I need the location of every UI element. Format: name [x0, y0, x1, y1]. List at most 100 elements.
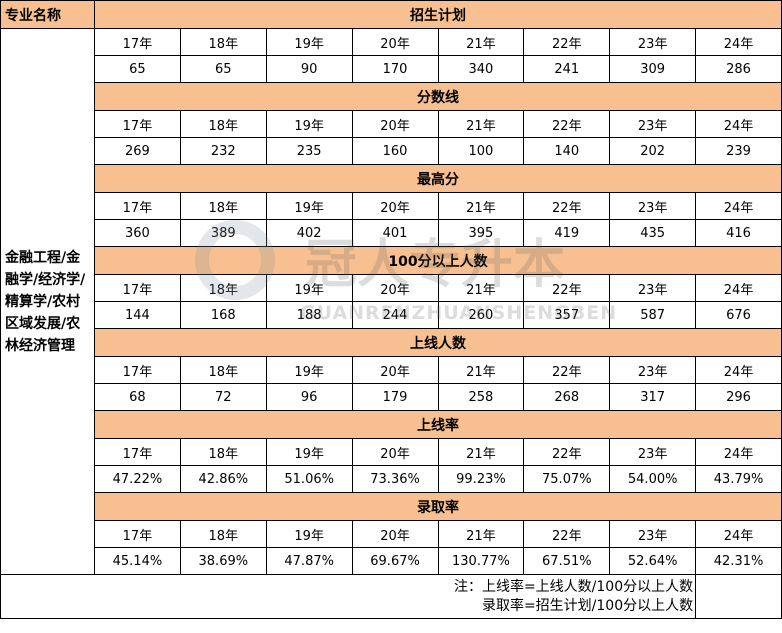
value-cell: 340: [437, 55, 525, 83]
year-row: 17年 18年 19年 20年 21年 22年 23年 24年: [1, 520, 782, 548]
value-row: 47.22% 42.86% 51.06% 73.36% 99.23% 75.07% 54.0…: [1, 465, 782, 493]
year-cell: 18年: [179, 110, 267, 138]
value-row: 144 168 188 244 260 357 587 676: [1, 301, 782, 329]
value-cell: 402: [265, 219, 353, 247]
year-cell: 21年: [437, 356, 525, 384]
value-cell: 75.07%: [523, 465, 611, 493]
value-cell: 235: [265, 137, 353, 165]
year-cell: 22年: [523, 110, 611, 138]
value-cell: 170: [351, 55, 439, 83]
section-header-row: 最高分: [1, 164, 782, 193]
value-cell: 309: [609, 55, 697, 83]
value-cell: 65: [94, 55, 181, 83]
section-header-row: 分数线: [1, 82, 782, 111]
year-cell: 23年: [609, 438, 697, 466]
value-cell: 241: [523, 55, 611, 83]
value-cell: 54.00%: [609, 465, 697, 493]
value-cell: 96: [265, 383, 353, 411]
value-cell: 140: [523, 137, 611, 165]
value-cell: 268: [523, 383, 611, 411]
section-title: 上线人数: [94, 328, 782, 357]
value-cell: 168: [179, 301, 267, 329]
year-row: 17年 18年 19年 20年 21年 22年 23年 24年: [1, 110, 782, 138]
value-cell: 357: [523, 301, 611, 329]
year-row: 17年 18年 19年 20年 21年 22年 23年 24年: [1, 274, 782, 302]
year-cell: 23年: [609, 28, 697, 56]
value-row: 65 65 90 170 340 241 309 286: [1, 55, 782, 83]
year-cell: 24年: [695, 274, 782, 302]
year-cell: 23年: [609, 110, 697, 138]
major-name-header: 专业名称: [0, 0, 95, 29]
year-row: 17年 18年 19年 20年 21年 22年 23年 24年: [1, 192, 782, 220]
value-row: 269 232 235 160 100 140 202 239: [1, 137, 782, 165]
value-cell: 99.23%: [437, 465, 525, 493]
section-title: 最高分: [94, 164, 782, 193]
year-row: 17年 18年 19年 20年 21年 22年 23年 24年: [1, 438, 782, 466]
year-cell: 20年: [351, 520, 439, 548]
section-title: 100分以上人数: [94, 246, 782, 275]
value-cell: 144: [94, 301, 181, 329]
value-cell: 676: [695, 301, 782, 329]
year-cell: 19年: [265, 438, 353, 466]
year-cell: 18年: [179, 28, 267, 56]
year-cell: 22年: [523, 274, 611, 302]
year-cell: 24年: [695, 110, 782, 138]
value-cell: 73.36%: [351, 465, 439, 493]
year-cell: 17年: [94, 274, 181, 302]
value-cell: 42.86%: [179, 465, 267, 493]
value-cell: 401: [351, 219, 439, 247]
value-cell: 416: [695, 219, 782, 247]
value-cell: 587: [609, 301, 697, 329]
value-cell: 389: [179, 219, 267, 247]
year-cell: 19年: [265, 110, 353, 138]
admission-table: 专业名称 招生计划 金融工程/金融学/经济学/精算学/农村区域发展/农林经济管理 17…: [0, 0, 782, 619]
year-row: 17年 18年 19年 20年 21年 22年 23年 24年: [1, 356, 782, 384]
year-cell: 17年: [94, 28, 181, 56]
year-cell: 17年: [94, 438, 181, 466]
year-cell: 19年: [265, 28, 353, 56]
value-cell: 100: [437, 137, 525, 165]
year-cell: 23年: [609, 192, 697, 220]
value-cell: 45.14%: [94, 547, 181, 575]
section-header-row: 上线人数: [1, 328, 782, 357]
year-row: 金融工程/金融学/经济学/精算学/农村区域发展/农林经济管理 17年 18年 19年 2…: [0, 28, 782, 575]
value-cell: 395: [437, 219, 525, 247]
value-cell: 47.22%: [94, 465, 181, 493]
value-cell: 202: [609, 137, 697, 165]
value-row: 45.14% 38.69% 47.87% 69.67% 130.77% 67.51% 52.…: [1, 547, 782, 575]
year-cell: 17年: [94, 192, 181, 220]
year-cell: 24年: [695, 520, 782, 548]
year-cell: 24年: [695, 192, 782, 220]
year-cell: 20年: [351, 110, 439, 138]
year-cell: 20年: [351, 356, 439, 384]
value-cell: 42.31%: [695, 547, 782, 575]
value-cell: 67.51%: [523, 547, 611, 575]
value-cell: 52.64%: [609, 547, 697, 575]
year-cell: 19年: [265, 520, 353, 548]
value-cell: 360: [94, 219, 181, 247]
year-cell: 19年: [265, 356, 353, 384]
value-cell: 258: [437, 383, 525, 411]
year-cell: 23年: [609, 520, 697, 548]
value-cell: 260: [437, 301, 525, 329]
note-line: 录取率=招生计划/100分以上人数: [481, 597, 694, 614]
value-cell: 419: [523, 219, 611, 247]
year-cell: 18年: [179, 438, 267, 466]
year-cell: 23年: [609, 274, 697, 302]
value-cell: 232: [179, 137, 267, 165]
section-header-row: 专业名称 招生计划: [0, 0, 782, 29]
year-cell: 22年: [523, 356, 611, 384]
year-cell: 24年: [695, 438, 782, 466]
year-cell: 21年: [437, 520, 525, 548]
value-cell: 435: [609, 219, 697, 247]
notes: 注：上线率=上线人数/100分以上人数 录取率=招生计划/100分以上人数: [0, 574, 697, 619]
value-cell: 286: [695, 55, 782, 83]
value-cell: 38.69%: [179, 547, 267, 575]
value-cell: 69.67%: [351, 547, 439, 575]
value-row: 68 72 96 179 258 268 317 296: [1, 383, 782, 411]
value-cell: 239: [695, 137, 782, 165]
section-header-row: 上线率: [1, 410, 782, 439]
year-cell: 22年: [523, 192, 611, 220]
section-header-row: 100分以上人数: [1, 246, 782, 275]
year-cell: 20年: [351, 192, 439, 220]
